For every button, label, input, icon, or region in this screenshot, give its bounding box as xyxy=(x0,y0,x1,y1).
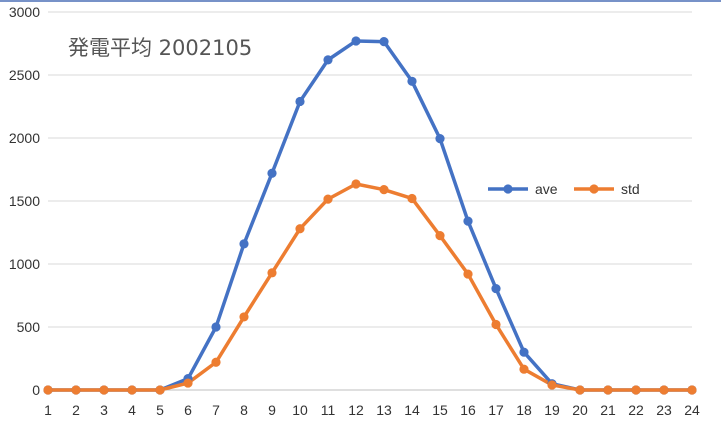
y-tick-label: 1000 xyxy=(9,256,40,272)
x-tick-label: 8 xyxy=(240,402,248,418)
point-std xyxy=(631,385,641,395)
x-tick-label: 13 xyxy=(376,402,392,418)
point-std xyxy=(379,185,389,195)
x-tick-label: 22 xyxy=(628,402,644,418)
point-ave xyxy=(295,96,305,107)
x-tick-label: 15 xyxy=(432,402,448,418)
point-std xyxy=(43,385,53,395)
y-tick-label: 2000 xyxy=(9,130,40,146)
point-std xyxy=(519,364,529,374)
series-line-ave xyxy=(46,39,694,392)
x-tick-label: 4 xyxy=(128,402,136,418)
y-tick-label: 500 xyxy=(17,319,41,335)
point-std xyxy=(183,378,193,388)
point-ave xyxy=(351,36,361,46)
x-tick-label: 24 xyxy=(684,402,700,418)
point-std xyxy=(99,385,109,395)
point-ave xyxy=(463,216,473,226)
point-std xyxy=(603,385,613,395)
x-tick-label: 11 xyxy=(321,402,336,418)
point-std xyxy=(127,385,137,395)
point-std xyxy=(435,231,445,241)
x-tick-label: 23 xyxy=(656,402,672,418)
legend-marker-std xyxy=(589,184,599,194)
point-std xyxy=(463,269,473,279)
series xyxy=(43,36,697,395)
point-std xyxy=(71,385,81,395)
point-ave xyxy=(519,347,529,357)
x-tick-label: 19 xyxy=(544,402,560,418)
legend: ave std xyxy=(488,181,640,197)
point-std xyxy=(295,224,305,234)
point-std xyxy=(211,357,221,367)
point-std xyxy=(491,319,501,330)
point-std xyxy=(575,385,585,395)
point-ave xyxy=(211,322,221,332)
y-tick-label: 1500 xyxy=(9,193,40,209)
point-ave xyxy=(379,37,389,47)
x-tick-label: 3 xyxy=(100,402,108,418)
y-tick-label: 0 xyxy=(32,382,40,398)
point-ave xyxy=(267,168,277,178)
chart-title: 発電平均 2002105 xyxy=(68,36,252,60)
point-ave xyxy=(323,55,333,65)
point-ave xyxy=(435,134,445,144)
x-tick-label: 2 xyxy=(72,402,80,418)
series-line-std xyxy=(46,182,694,392)
x-tick-label: 20 xyxy=(572,402,588,418)
point-std xyxy=(407,193,417,204)
point-ave xyxy=(239,239,249,249)
point-std xyxy=(659,385,669,395)
x-tick-label: 6 xyxy=(184,402,192,418)
x-tick-label: 17 xyxy=(488,402,504,418)
x-tick-label: 1 xyxy=(44,402,52,418)
y-tick-label: 2500 xyxy=(9,67,40,83)
x-tick-label: 5 xyxy=(156,402,164,418)
x-tick-label: 10 xyxy=(292,402,308,418)
point-std xyxy=(323,194,333,204)
point-std xyxy=(547,380,557,390)
x-tick-label: 16 xyxy=(460,402,476,418)
legend-marker-ave xyxy=(503,184,513,194)
x-tick-label: 21 xyxy=(600,402,616,418)
point-std xyxy=(155,385,165,395)
legend-label-ave: ave xyxy=(535,181,558,197)
point-std xyxy=(351,179,361,189)
x-tick-label: 9 xyxy=(268,402,276,418)
point-ave xyxy=(407,76,417,86)
x-tick-label: 14 xyxy=(404,402,420,418)
x-tick-label: 12 xyxy=(348,402,364,418)
point-ave xyxy=(491,283,501,294)
point-std xyxy=(267,268,277,278)
point-std xyxy=(687,385,697,395)
x-tick-label: 18 xyxy=(516,402,532,418)
y-tick-label: 3000 xyxy=(9,4,40,20)
legend-label-std: std xyxy=(621,181,640,197)
point-std xyxy=(239,312,249,322)
x-tick-label: 7 xyxy=(212,402,220,418)
